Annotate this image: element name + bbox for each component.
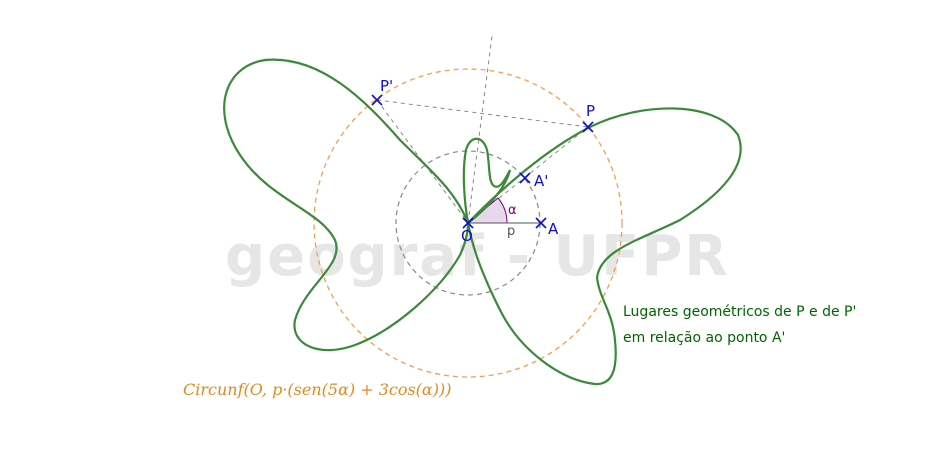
point-P-marker[interactable]	[582, 121, 594, 133]
point-A-marker[interactable]	[535, 217, 547, 229]
point-O-marker[interactable]	[462, 217, 474, 229]
point-P-prime-label: P'	[380, 77, 393, 95]
point-P-label: P	[586, 102, 595, 120]
outer-dashed-circle	[313, 68, 623, 378]
caption-line-2: em relação ao ponto A'	[623, 330, 785, 346]
segment-P-Pprime	[376, 99, 589, 128]
locus-curve-P	[223, 58, 470, 352]
circle-formula: Circunf(O, p·(sen(5α) + 3cos(α)))	[183, 380, 451, 399]
ray-O-Pprime	[376, 99, 469, 224]
point-A-prime-marker[interactable]	[519, 172, 531, 184]
point-A-label: A	[548, 220, 559, 238]
point-A-prime-label: A'	[534, 172, 548, 190]
segment-p-label: p	[507, 224, 515, 239]
caption-line-1: Lugares geométricos de P e de P'	[623, 304, 856, 320]
point-O-label: O	[461, 227, 473, 245]
locus-inner-lobe	[462, 137, 512, 225]
locus-curve-Pprime	[466, 107, 742, 386]
angle-alpha-label: α	[508, 203, 517, 218]
ray-O-upward	[467, 35, 493, 224]
point-P-prime-marker[interactable]	[371, 94, 383, 106]
